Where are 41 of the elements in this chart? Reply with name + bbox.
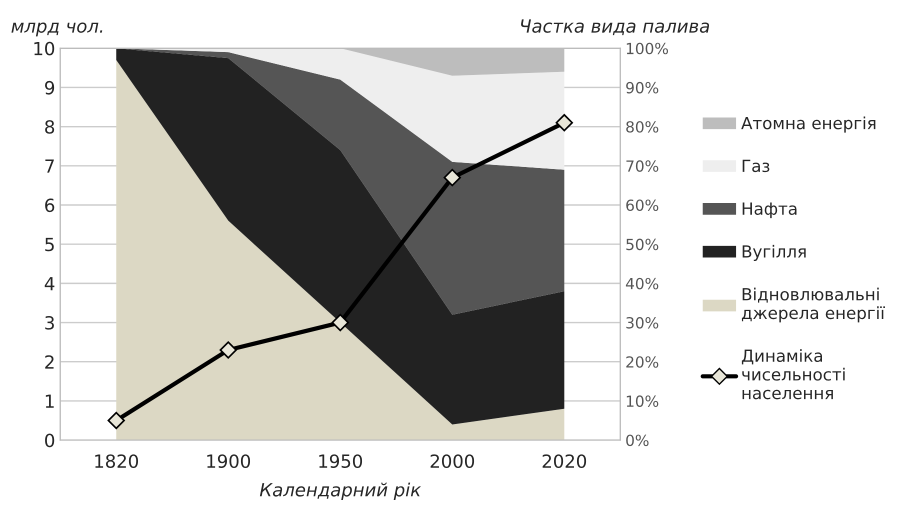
y2-tick-label: 0% <box>626 434 649 446</box>
y-tick-label: 9 <box>45 80 54 95</box>
y2-tick-label: 100% <box>626 42 668 54</box>
y-tick-label: 5 <box>45 238 54 252</box>
y-tick-label: 10 <box>34 42 54 56</box>
point <box>556 114 573 132</box>
y-axis-title: млрд чол. <box>11 22 102 36</box>
y2-tick-label: 20% <box>626 356 658 368</box>
y2-tick-label: 90% <box>626 82 658 94</box>
y-tick-label: 2 <box>45 355 54 369</box>
x-tick-label: 1820 <box>95 454 138 468</box>
legend-label: Атомна енергія <box>741 116 876 133</box>
y2-tick-label: 60% <box>626 199 658 212</box>
x-tick-label: 2000 <box>430 454 474 468</box>
y-tick-label: 4 <box>44 277 54 290</box>
y2-tick-label: 80% <box>626 121 658 133</box>
y2-axis-title: Частка вида палива <box>521 19 710 36</box>
point <box>220 341 237 359</box>
point <box>332 314 349 332</box>
x-tick-label: 1900 <box>207 454 250 468</box>
point <box>108 412 125 430</box>
y2-tick-label: 50% <box>626 238 658 250</box>
y-tick-label: 6 <box>45 198 54 212</box>
y-tick-label: 8 <box>45 120 54 134</box>
legend-label: Вугілля <box>742 244 806 261</box>
y2-tick-label: 70% <box>626 160 658 172</box>
x-axis-title: Календарний рік <box>260 482 422 500</box>
x-tick-label: 1950 <box>319 454 362 468</box>
y-tick-label: 3 <box>45 316 54 330</box>
y-tick-label: 1 <box>46 394 54 408</box>
y2-tick-label: 40% <box>626 278 658 290</box>
legend-label: Динаміка чисельності населення <box>742 349 845 400</box>
y2-tick-label: 10% <box>626 395 658 407</box>
y-tick-label: 0 <box>45 434 54 448</box>
legend-label: Газ <box>742 160 770 172</box>
point <box>444 168 461 186</box>
y-tick-label: 7 <box>45 160 54 173</box>
legend-label: Відновлювальні джерела енергії <box>742 288 885 322</box>
legend-label: Нафта <box>742 202 796 218</box>
y2-tick-label: 30% <box>626 317 658 329</box>
x-tick-label: 2020 <box>542 454 586 468</box>
